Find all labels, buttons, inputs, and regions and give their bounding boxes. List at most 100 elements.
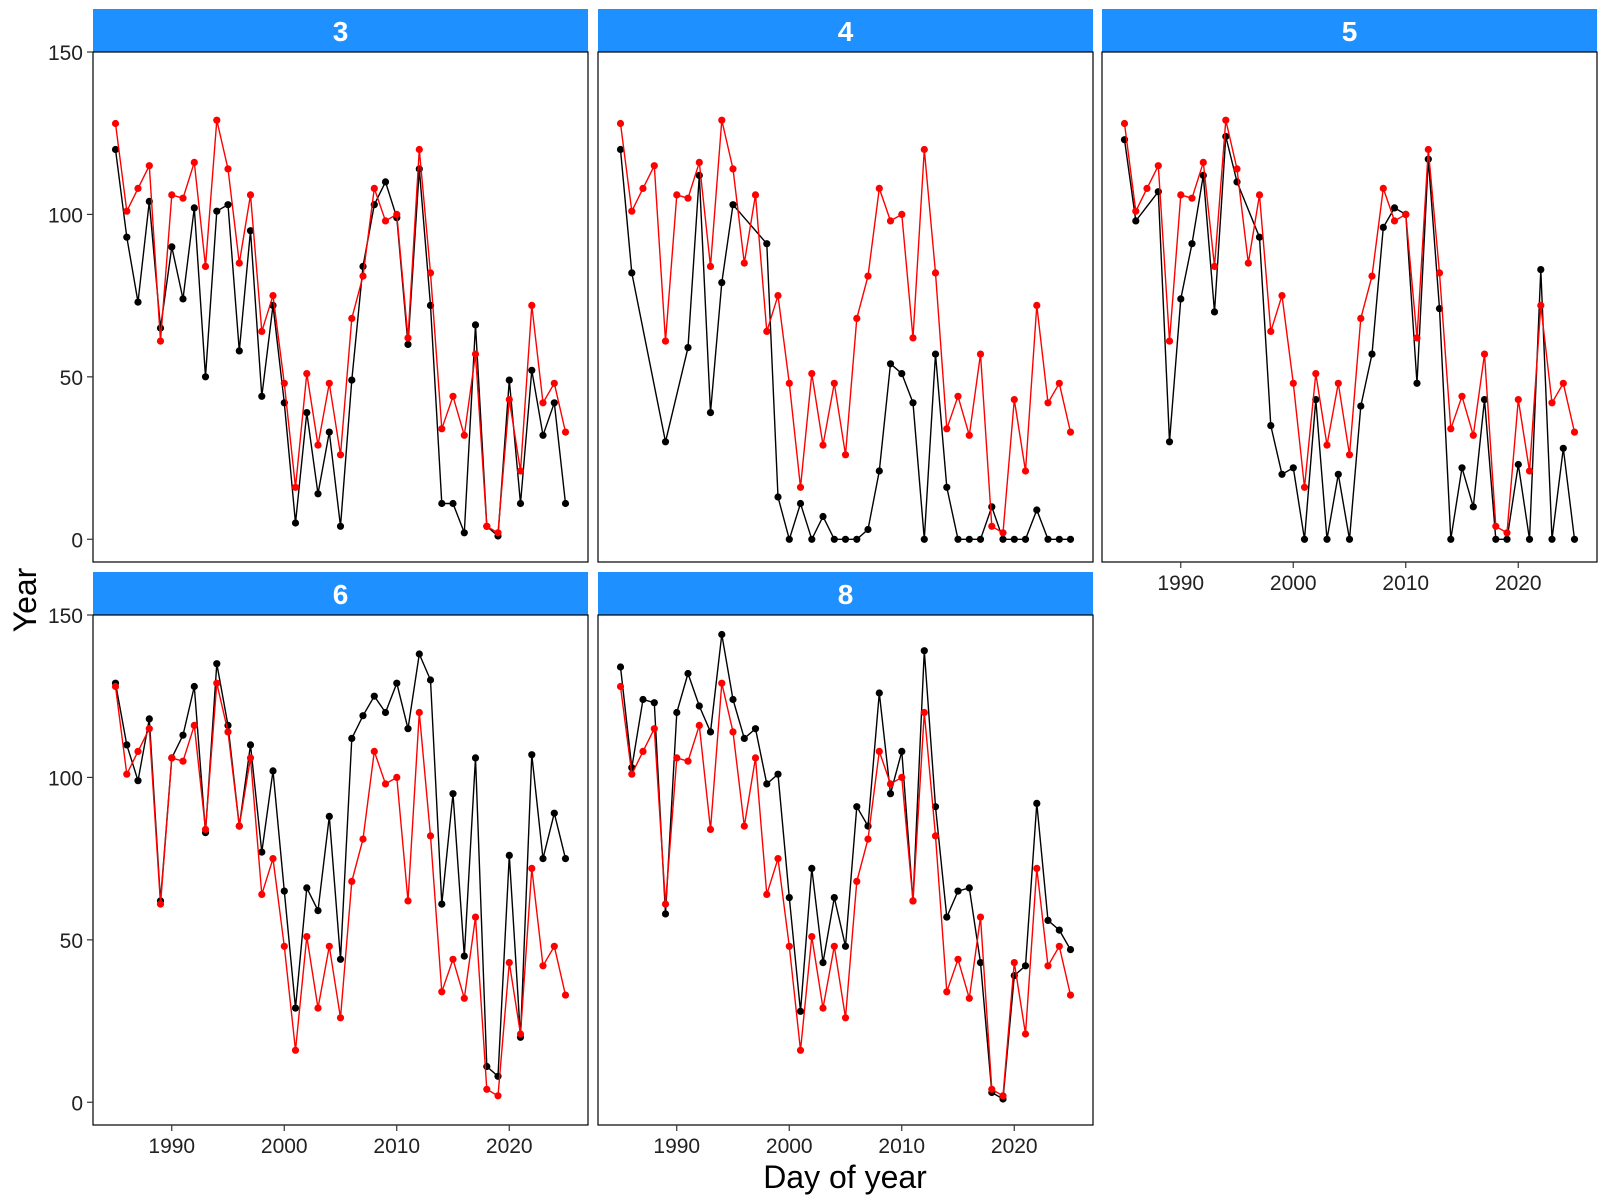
reference-series-point	[359, 835, 367, 843]
reference-series-point	[796, 483, 805, 491]
panel-series-point	[348, 376, 356, 384]
reference-series-point	[785, 942, 793, 950]
reference-series-point	[1548, 399, 1556, 407]
reference-series-point	[314, 1004, 322, 1012]
reference-series-point	[190, 158, 198, 166]
panel-series-point	[841, 942, 850, 950]
panel-series-point	[886, 790, 895, 798]
panel-series-point	[449, 790, 457, 798]
reference-series-point	[954, 955, 962, 963]
facet-strip-label: 3	[333, 16, 349, 47]
panel-series-point	[1044, 916, 1052, 925]
panel-series-point	[616, 663, 625, 671]
panel-series-point	[920, 535, 928, 543]
reference-series-point	[156, 900, 165, 908]
panel-series-point	[808, 864, 816, 873]
reference-series-point	[505, 959, 513, 967]
y-tick-label: 50	[60, 930, 83, 953]
panel-series-point	[1267, 422, 1275, 430]
panel-series-point	[1413, 379, 1421, 387]
panel-series-point	[650, 699, 658, 707]
panel-series-point	[830, 535, 838, 543]
facet-strip-label: 4	[838, 16, 854, 47]
panel-series-point	[460, 952, 468, 960]
reference-series-point	[213, 116, 221, 124]
panel-series-point	[639, 695, 647, 704]
y-tick-label: 100	[48, 767, 83, 790]
panel-series-point	[830, 894, 838, 902]
panel-series-point	[505, 376, 513, 384]
reference-series-point	[999, 1092, 1007, 1100]
reference-series-point	[280, 942, 288, 950]
panel-series-point	[853, 535, 861, 543]
reference-series-point	[1447, 425, 1455, 433]
reference-series-point	[1537, 301, 1545, 309]
reference-series-point	[528, 864, 536, 873]
reference-series-point	[616, 682, 625, 691]
reference-series-point	[684, 757, 692, 765]
reference-series-point	[123, 770, 131, 778]
reference-series-point	[1033, 864, 1041, 873]
reference-series-point	[1066, 991, 1075, 999]
reference-series-point	[269, 292, 277, 300]
panel-series-point	[774, 493, 782, 501]
reference-series-point	[616, 119, 625, 128]
panel-series-point	[909, 399, 917, 407]
x-tick-label: 2020	[1495, 572, 1542, 595]
panel-series-point	[325, 812, 333, 821]
reference-series-point	[168, 754, 176, 762]
panel-series-point	[763, 240, 771, 248]
reference-series-point	[763, 327, 771, 335]
reference-series-point	[449, 955, 457, 963]
panel-border	[597, 51, 1094, 563]
x-tick-label: 2000	[261, 1135, 308, 1158]
reference-series-point	[920, 145, 928, 154]
reference-series-point	[201, 825, 210, 834]
reference-series-point	[695, 158, 703, 166]
reference-series-point	[819, 1004, 827, 1012]
panel-series-point	[359, 262, 367, 270]
panel-series-point	[976, 959, 985, 967]
reference-series-point	[639, 184, 647, 192]
reference-series-point	[460, 431, 468, 439]
facet-strip-label: 8	[838, 579, 854, 610]
reference-series-point	[494, 529, 502, 537]
reference-series-point	[1177, 191, 1185, 199]
reference-series-point	[550, 942, 558, 950]
reference-series-point	[550, 379, 558, 387]
reference-series-point	[336, 451, 345, 459]
panel-series-point	[1447, 535, 1455, 543]
panel-series-point	[931, 350, 940, 358]
reference-series-point	[841, 1014, 850, 1022]
reference-series-point	[1334, 379, 1342, 387]
panel-series-point	[516, 499, 525, 508]
facet-panel-6: 6 0 50 100 150 1990 2000 2010 2020	[48, 572, 589, 1158]
panel-series-point	[740, 734, 748, 743]
reference-series-point	[808, 933, 816, 941]
panel-series-point	[314, 907, 322, 915]
reference-series-point	[1480, 350, 1489, 358]
reference-series-point	[785, 379, 793, 387]
x-tick-label: 2000	[1270, 572, 1317, 595]
panel-series-point	[280, 887, 288, 895]
reference-series-point	[774, 292, 782, 300]
reference-series-point	[909, 897, 917, 905]
reference-series-point	[1044, 399, 1052, 407]
reference-series-point	[291, 1046, 300, 1054]
panel-series-point	[325, 428, 333, 436]
reference-series-point	[561, 428, 570, 436]
reference-series-point	[1570, 428, 1579, 436]
reference-series-point	[684, 194, 692, 202]
reference-series-point	[123, 207, 131, 215]
reference-series-point	[819, 441, 827, 449]
facet-strip	[598, 9, 1093, 52]
reference-series-point	[280, 379, 288, 387]
reference-series-point	[1165, 337, 1174, 345]
panel-series-point	[561, 499, 570, 508]
reference-series-point	[1010, 396, 1018, 404]
reference-series-point	[156, 337, 165, 345]
y-tick-label: 50	[60, 367, 83, 390]
reference-series-point	[1033, 301, 1041, 309]
facet-panels: 3 0 50 100 150 4 5 1990 2000 2010 2020 6 0 50 100 150 19…	[48, 9, 1598, 1158]
